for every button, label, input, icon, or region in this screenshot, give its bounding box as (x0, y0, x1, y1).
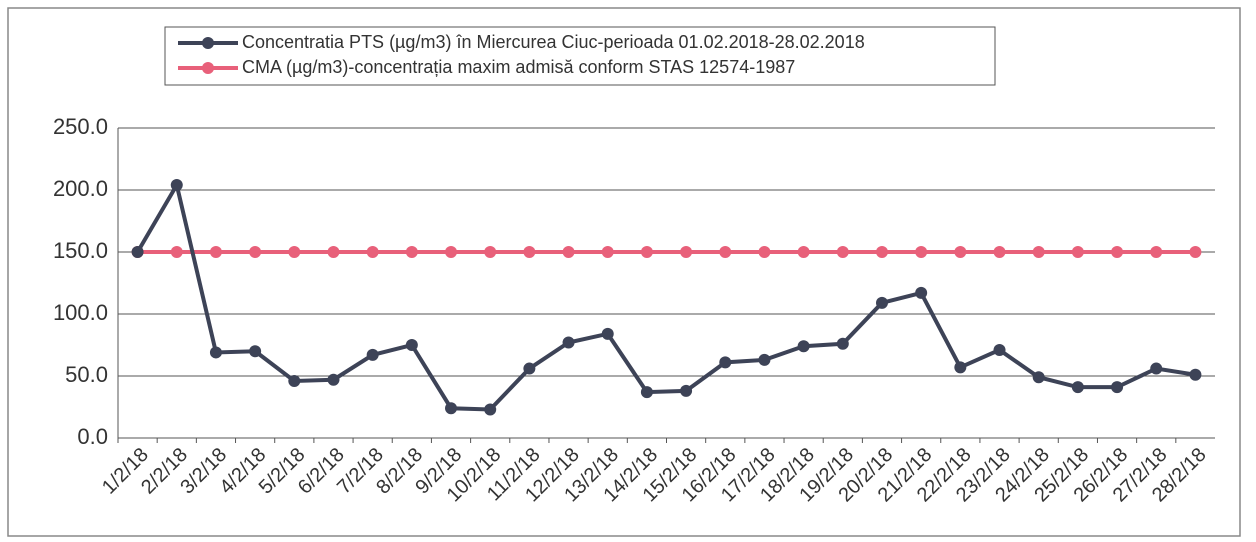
point (209, 246, 222, 258)
point (170, 246, 183, 258)
point (288, 374, 301, 387)
point (601, 327, 614, 340)
point (797, 246, 810, 258)
point (758, 353, 771, 366)
point (523, 362, 536, 375)
point (836, 337, 849, 350)
legend-marker (202, 37, 214, 49)
series-line (135, 179, 1196, 412)
point (209, 346, 222, 359)
point (1032, 246, 1045, 258)
point (993, 343, 1006, 356)
point (405, 246, 418, 258)
point (523, 246, 536, 258)
point (915, 246, 928, 258)
point (1150, 362, 1163, 375)
y-tick-label: 0.0 (77, 424, 108, 449)
legend-box (164, 26, 996, 86)
point (366, 348, 379, 361)
point (562, 336, 575, 349)
point (327, 373, 340, 386)
y-tick-label: 250.0 (53, 114, 108, 139)
point (484, 403, 497, 416)
point (1071, 246, 1084, 258)
point (562, 246, 575, 258)
point (170, 179, 183, 192)
point (405, 339, 418, 351)
point (249, 246, 262, 258)
y-tick-label: 100.0 (53, 300, 108, 325)
legend-marker (202, 62, 214, 74)
point (954, 246, 967, 258)
y-tick-label: 50.0 (65, 362, 108, 387)
point (1189, 368, 1202, 381)
point (1071, 381, 1084, 394)
point (680, 246, 693, 258)
point (366, 246, 379, 258)
y-tick-label: 150.0 (53, 238, 108, 263)
chart-frame (7, 7, 1241, 537)
point (836, 246, 849, 258)
point (993, 246, 1006, 258)
point (1189, 246, 1202, 258)
point (680, 384, 693, 397)
point (640, 246, 653, 258)
point (288, 246, 301, 258)
point (601, 246, 614, 258)
point (640, 386, 653, 399)
point (719, 246, 732, 258)
point (445, 402, 458, 415)
point (1150, 246, 1163, 258)
point (719, 356, 732, 369)
point (875, 296, 888, 309)
point (797, 340, 810, 353)
point (1111, 246, 1124, 258)
point (327, 246, 340, 258)
point (1111, 381, 1124, 394)
y-tick-label: 200.0 (53, 176, 108, 201)
legend-label: Concentratia PTS (µg/m3) în Miercurea Ci… (242, 32, 865, 52)
point (758, 246, 771, 258)
point (1032, 371, 1045, 384)
point (249, 345, 262, 358)
point (915, 286, 928, 299)
point (445, 246, 458, 258)
point (484, 246, 497, 258)
point (954, 361, 967, 374)
point (875, 246, 888, 258)
legend-label: CMA (µg/m3)-concentrația maxim admisă co… (242, 57, 795, 77)
point (131, 246, 144, 258)
